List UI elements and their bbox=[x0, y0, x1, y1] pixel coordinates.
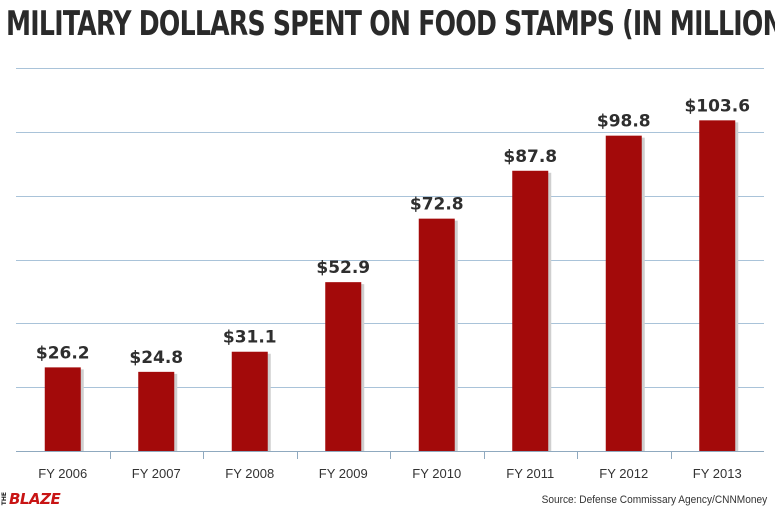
logo-prefix: THE bbox=[1, 492, 8, 506]
x-tick-label: FY 2012 bbox=[599, 466, 648, 481]
value-label: $31.1 bbox=[223, 328, 277, 348]
value-label: $24.8 bbox=[129, 348, 183, 368]
x-axis: FY 2006 FY 2007 FY 2008 FY 2009 FY 2010 FY 20… bbox=[16, 451, 764, 481]
x-tick-label: FY 2013 bbox=[693, 466, 742, 481]
x-tick-label: FY 2006 bbox=[38, 466, 87, 481]
bar bbox=[231, 351, 268, 451]
x-tick-label: FY 2009 bbox=[319, 466, 368, 481]
bar bbox=[418, 218, 455, 451]
bars bbox=[44, 120, 739, 452]
logo-text: BLAZE bbox=[9, 490, 61, 508]
bar bbox=[699, 120, 736, 452]
x-tick-label: FY 2008 bbox=[225, 466, 274, 481]
value-label: $103.6 bbox=[684, 96, 750, 116]
value-labels: $26.2 $24.8 $31.1 $52.9 $72.8 $87.8 $98.8 $103.… bbox=[36, 96, 750, 368]
grid-lines bbox=[16, 68, 764, 388]
bar bbox=[512, 170, 549, 451]
x-tick-label: FY 2011 bbox=[506, 466, 554, 481]
bar bbox=[44, 367, 81, 451]
value-label: $98.8 bbox=[597, 112, 651, 132]
x-tick-label: FY 2010 bbox=[412, 466, 461, 481]
value-label: $87.8 bbox=[503, 147, 557, 167]
value-label: $26.2 bbox=[36, 343, 90, 363]
chart-title: MILITARY DOLLARS SPENT ON FOOD STAMPS (I… bbox=[6, 4, 775, 44]
source-note: Source: Defense Commissary Agency/CNNMon… bbox=[541, 494, 767, 506]
bar-chart: $26.2 $24.8 $31.1 $52.9 $72.8 $87.8 $98.8 $103.… bbox=[16, 68, 764, 481]
blaze-logo: THE BLAZE bbox=[1, 490, 61, 508]
x-tick-label: FY 2007 bbox=[132, 466, 181, 481]
bar bbox=[605, 135, 642, 451]
bar bbox=[325, 282, 362, 451]
bar bbox=[138, 371, 175, 451]
value-label: $72.8 bbox=[410, 195, 464, 215]
value-label: $52.9 bbox=[316, 258, 370, 278]
